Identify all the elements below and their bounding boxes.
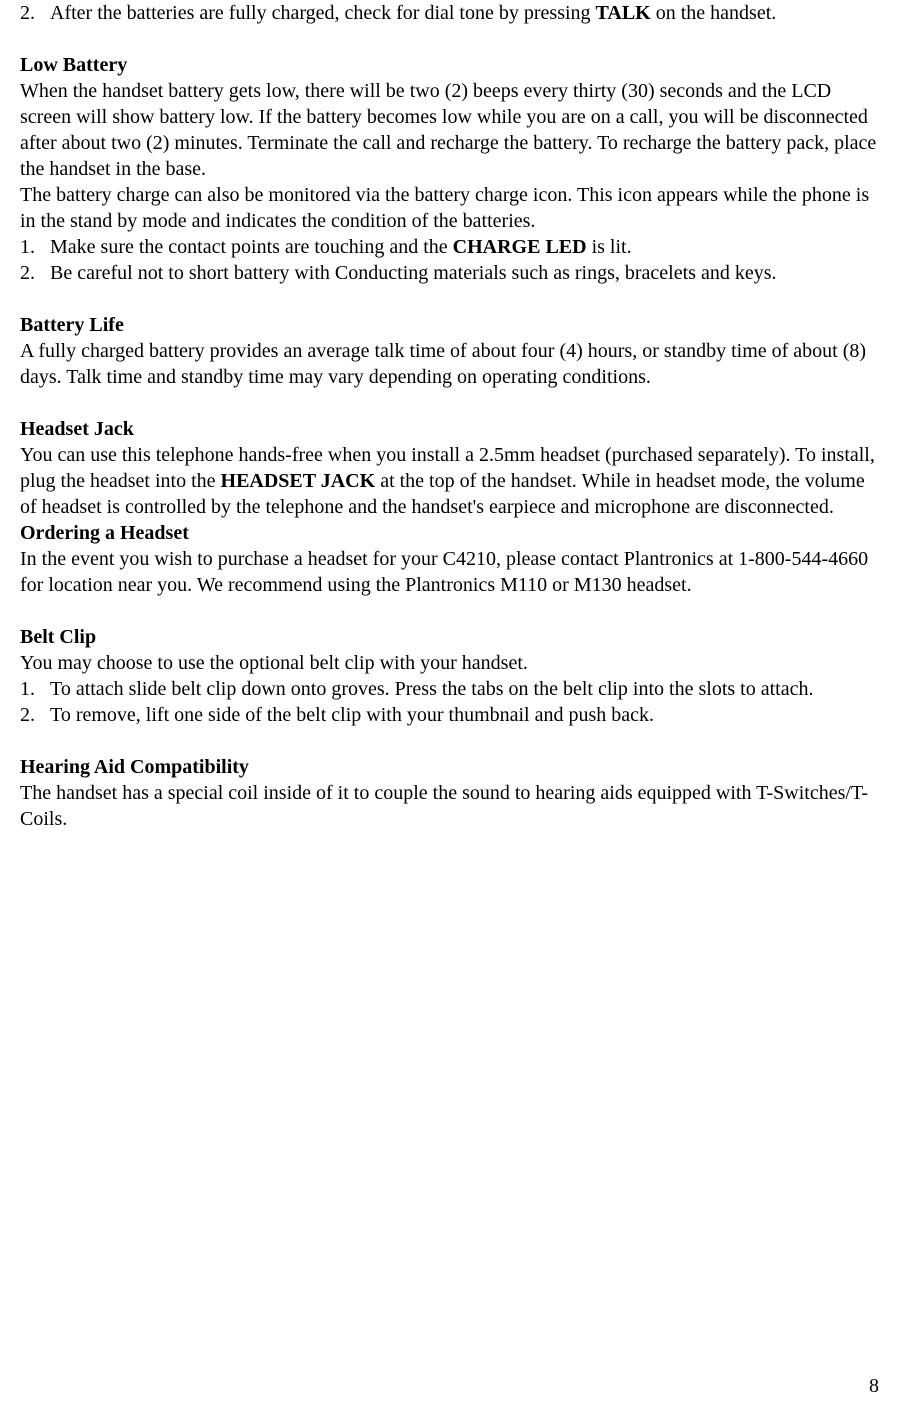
list-item: 2. To remove, lift one side of the belt … bbox=[20, 702, 879, 728]
item-text: To remove, lift one side of the belt cli… bbox=[50, 702, 879, 728]
item-number: 2. bbox=[20, 260, 50, 286]
headset-jack-heading: Headset Jack bbox=[20, 416, 879, 442]
belt-clip-para: You may choose to use the optional belt … bbox=[20, 650, 879, 676]
item-number: 2. bbox=[20, 702, 50, 728]
belt-clip-heading: Belt Clip bbox=[20, 624, 879, 650]
battery-life-para: A fully charged battery provides an aver… bbox=[20, 338, 879, 390]
low-battery-para1: When the handset battery gets low, there… bbox=[20, 78, 879, 182]
ordering-headset-para: In the event you wish to purchase a head… bbox=[20, 546, 879, 598]
item-text: After the batteries are fully charged, c… bbox=[50, 0, 879, 26]
item-text: Be careful not to short battery with Con… bbox=[50, 260, 879, 286]
item-number: 1. bbox=[20, 676, 50, 702]
ordering-headset-heading: Ordering a Headset bbox=[20, 520, 879, 546]
list-item: 2. Be careful not to short battery with … bbox=[20, 260, 879, 286]
hearing-aid-para: The handset has a special coil inside of… bbox=[20, 780, 879, 832]
item-number: 1. bbox=[20, 234, 50, 260]
item-text: To attach slide belt clip down onto grov… bbox=[50, 676, 879, 702]
low-battery-list: 1. Make sure the contact points are touc… bbox=[20, 234, 879, 286]
item-text: Make sure the contact points are touchin… bbox=[50, 234, 879, 260]
top-numbered-list: 2. After the batteries are fully charged… bbox=[20, 0, 879, 26]
list-item: 1. To attach slide belt clip down onto g… bbox=[20, 676, 879, 702]
low-battery-para2: The battery charge can also be monitored… bbox=[20, 182, 879, 234]
list-item: 1. Make sure the contact points are touc… bbox=[20, 234, 879, 260]
item-number: 2. bbox=[20, 0, 50, 26]
list-item: 2. After the batteries are fully charged… bbox=[20, 0, 879, 26]
headset-jack-para: You can use this telephone hands-free wh… bbox=[20, 442, 879, 520]
hearing-aid-heading: Hearing Aid Compatibility bbox=[20, 754, 879, 780]
low-battery-heading: Low Battery bbox=[20, 52, 879, 78]
page-number: 8 bbox=[869, 1373, 879, 1399]
battery-life-heading: Battery Life bbox=[20, 312, 879, 338]
belt-clip-list: 1. To attach slide belt clip down onto g… bbox=[20, 676, 879, 728]
